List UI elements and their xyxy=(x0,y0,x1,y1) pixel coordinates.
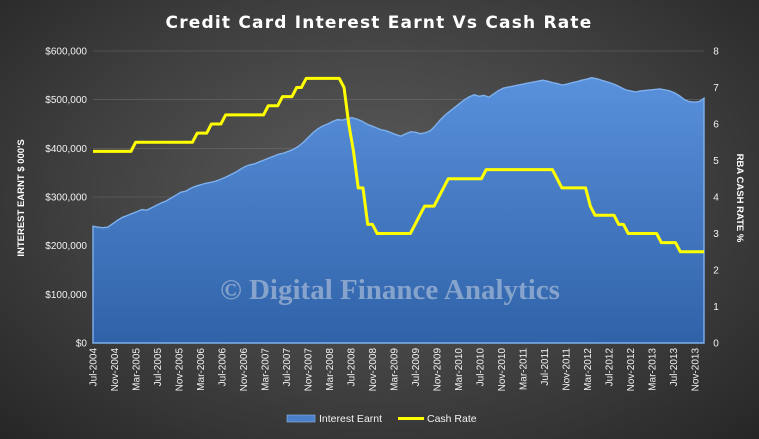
x-tick-label: Jul-2007 xyxy=(282,348,293,387)
watermark: © Digital Finance Analytics xyxy=(220,274,560,306)
interest-earnt-area xyxy=(92,77,705,344)
x-tick-label: Jul-2011 xyxy=(540,348,551,386)
x-tick-label: Jul-2009 xyxy=(411,348,422,387)
x-tick-label: Nov-2010 xyxy=(497,348,508,392)
x-tick-label: Mar-2007 xyxy=(261,348,272,391)
x-tick-label: Jul-2006 xyxy=(218,348,229,387)
x-tick-label: Nov-2007 xyxy=(304,348,315,392)
y2-tick-label: 4 xyxy=(713,193,719,204)
x-tick-label: Jul-2005 xyxy=(153,348,164,387)
x-tick-label: Nov-2011 xyxy=(562,348,573,391)
left-axis-ticks: $0 $100,000 $200,000 $300,000 $400,000 $500,0… xyxy=(45,47,87,350)
x-tick-label: Mar-2008 xyxy=(325,348,336,391)
x-tick-label: Mar-2012 xyxy=(583,348,594,391)
legend-label-cash-rate: Cash Rate xyxy=(427,413,477,425)
chart-title: Credit Card Interest Earnt Vs Cash Rate xyxy=(166,13,593,33)
x-tick-label: Nov-2012 xyxy=(626,348,637,392)
x-tick-label: Mar-2011 xyxy=(519,348,530,390)
legend-swatch-interest-earnt xyxy=(286,414,316,423)
x-tick-label: Nov-2013 xyxy=(691,348,702,392)
interest-earnt-series xyxy=(92,77,705,344)
y2-tick-label: 3 xyxy=(713,229,719,240)
y2-tick-label: 0 xyxy=(713,339,719,350)
x-tick-label: Mar-2009 xyxy=(390,348,401,391)
y-tick-label: $300,000 xyxy=(45,193,87,204)
x-tick-label: Mar-2010 xyxy=(454,348,465,391)
y2-axis-title: RBA CASH RATE % xyxy=(734,154,745,243)
x-tick-label: Jul-2013 xyxy=(669,348,680,387)
right-axis-ticks: 0 1 2 3 4 5 6 7 8 xyxy=(713,47,719,350)
y-axis-title: INTEREST EARNT $ 000'S xyxy=(16,139,27,256)
x-tick-label: Jul-2012 xyxy=(605,348,616,387)
legend-label-interest-earnt: Interest Earnt xyxy=(319,413,382,425)
x-tick-label: Jul-2004 xyxy=(89,348,100,387)
y-tick-label: $0 xyxy=(76,339,88,350)
y-tick-label: $400,000 xyxy=(45,144,87,155)
x-tick-label: Mar-2006 xyxy=(196,348,207,391)
y2-tick-label: 7 xyxy=(713,83,719,94)
x-axis-ticks: Jul-2004 Nov-2004 Mar-2005 Jul-2005 Nov-2005… xyxy=(89,348,702,392)
y2-tick-label: 8 xyxy=(713,47,719,58)
y-tick-label: $200,000 xyxy=(45,241,87,252)
y-tick-label: $500,000 xyxy=(45,95,87,106)
y2-tick-label: 2 xyxy=(713,266,719,277)
y2-tick-label: 5 xyxy=(713,156,719,167)
y2-tick-label: 6 xyxy=(713,120,719,131)
x-tick-label: Nov-2006 xyxy=(239,348,250,392)
cash-rate-line xyxy=(93,76,704,254)
y-tick-label: $100,000 xyxy=(45,290,87,301)
y-tick-label: $600,000 xyxy=(45,47,87,58)
y2-tick-label: 1 xyxy=(713,302,719,313)
x-tick-label: Nov-2008 xyxy=(368,348,379,392)
x-tick-label: Nov-2005 xyxy=(175,348,186,392)
x-tick-label: Nov-2004 xyxy=(110,348,121,392)
cash-rate-series xyxy=(93,76,704,254)
legend: Interest Earnt Cash Rate xyxy=(286,413,477,425)
x-tick-label: Nov-2009 xyxy=(433,348,444,392)
x-tick-label: Mar-2005 xyxy=(132,348,143,391)
x-tick-label: Mar-2013 xyxy=(648,348,659,391)
x-tick-label: Jul-2010 xyxy=(476,348,487,387)
x-tick-label: Jul-2008 xyxy=(347,348,358,387)
